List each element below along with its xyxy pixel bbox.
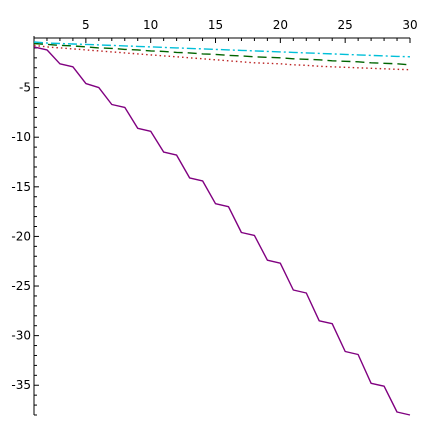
x-tick-label: 25 — [338, 18, 353, 32]
y-tick-label: -30 — [11, 329, 31, 343]
y-tick-label: -15 — [11, 180, 31, 194]
axes — [33, 36, 410, 415]
x-ticks: 5 10 15 20 25 30 — [33, 18, 418, 43]
y-ticks: -5 -10 -15 -20 -25 -30 -35 — [11, 47, 39, 416]
x-tick-label: 20 — [273, 18, 288, 32]
series-group — [33, 41, 411, 416]
series-line-3 — [33, 42, 411, 66]
series-line-1 — [33, 46, 411, 416]
x-tick-label: 30 — [402, 18, 417, 32]
x-tick-label: 10 — [143, 18, 158, 32]
x-tick-label: 15 — [208, 18, 223, 32]
y-tick-label: -35 — [11, 378, 31, 392]
y-tick-label: -20 — [11, 229, 31, 243]
x-tick-label: 5 — [82, 18, 90, 32]
y-tick-label: -10 — [11, 130, 31, 144]
series-line-4 — [33, 41, 411, 58]
y-tick-label: -25 — [11, 279, 31, 293]
y-tick-label: -5 — [19, 81, 31, 95]
